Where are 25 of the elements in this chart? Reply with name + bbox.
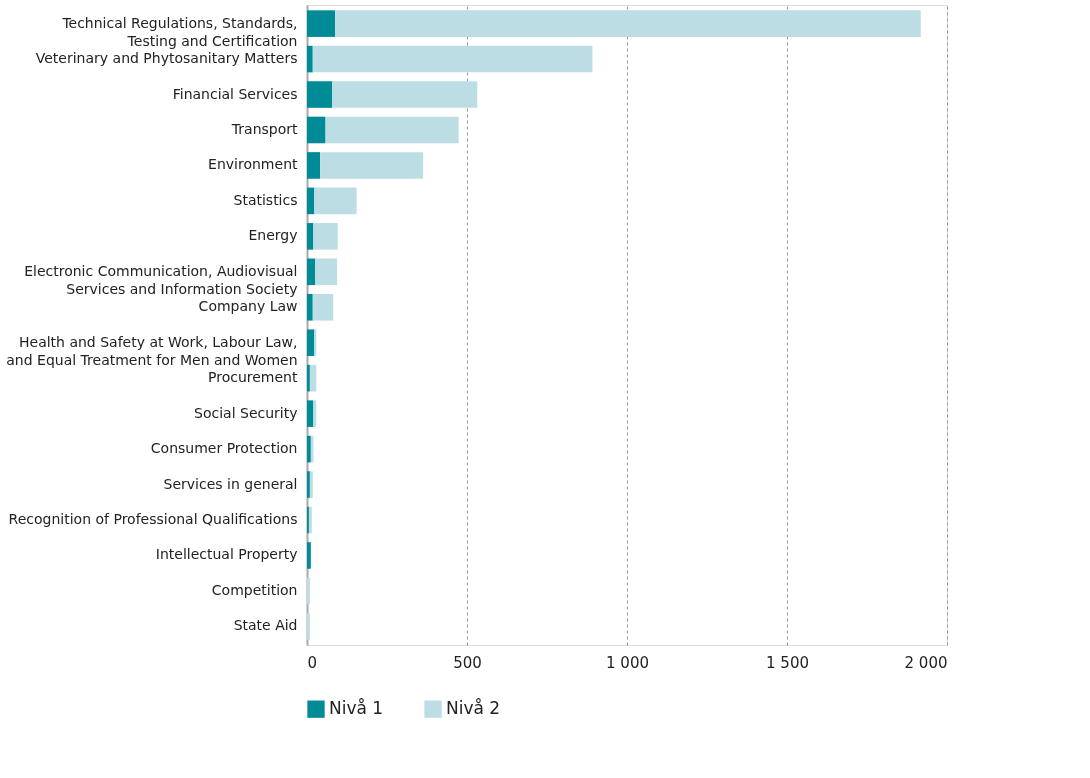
y-tick-label: Statistics xyxy=(233,191,298,208)
x-tick-label: 1 500 xyxy=(766,653,809,672)
y-tick-label: Veterinary and Phytosanitary Matters xyxy=(35,50,298,67)
y-tick-label: Services in general xyxy=(163,475,298,492)
y-tick-label: Competition xyxy=(211,581,298,598)
y-tick-label: Recognition of Professional Qualifications xyxy=(8,511,298,528)
y-tick-label: Intellectual Property xyxy=(155,546,298,563)
y-tick-label: Transport xyxy=(230,120,298,137)
y-tick-label: Electronic Communication, Audiovisual Services and Information Society xyxy=(24,262,298,297)
y-tick-label: Technical Regulations, Standards, Testing and Certification xyxy=(61,14,298,49)
x-tick-label: 500 xyxy=(453,653,482,672)
y-tick-label: Procurement xyxy=(208,369,298,386)
x-tick-label: 0 xyxy=(307,653,318,672)
y-tick-label: Health and Safety at Work, Labour Law, and Equal Treatment for Men and Women xyxy=(6,333,298,368)
y-tick-label: Energy xyxy=(248,227,298,244)
y-tick-label: Social Security xyxy=(194,404,298,421)
x-tick-label: 2 000 xyxy=(904,653,948,672)
y-tick-label: Consumer Protection xyxy=(150,440,298,457)
y-tick-label: State Aid xyxy=(233,617,298,634)
x-tick-label: 1 000 xyxy=(606,653,649,672)
y-tick-label: Environment xyxy=(208,156,298,173)
legend-label: Nivå 2 xyxy=(446,698,501,719)
y-tick-label: Company Law xyxy=(198,298,298,315)
legend-label: Nivå 1 xyxy=(329,698,384,719)
y-tick-label: Financial Services xyxy=(172,85,298,102)
